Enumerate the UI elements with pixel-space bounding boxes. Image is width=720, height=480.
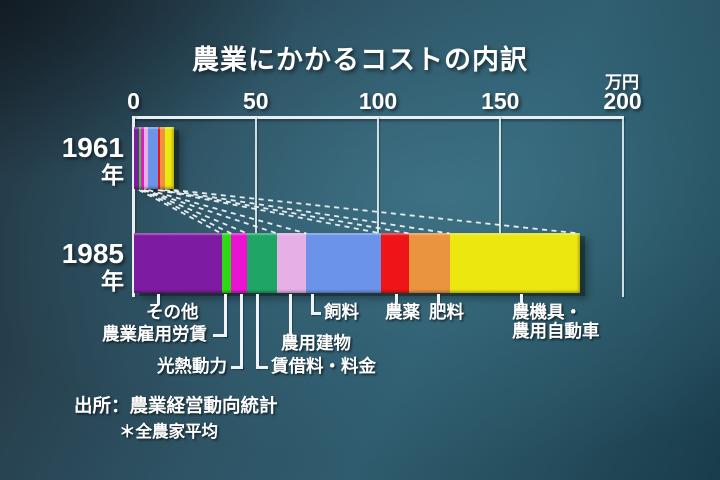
- bar-1985年: [133, 233, 580, 293]
- axis-tick-0: 0: [127, 88, 140, 114]
- label-other: その他: [146, 302, 199, 322]
- gridline-150: [499, 116, 502, 233]
- label-machinery: 農機具・ 農用自動車: [512, 303, 600, 341]
- leader-agrochemicals: [395, 294, 398, 305]
- leader-hired-labor: [224, 294, 227, 337]
- label-rent-fees: 賃借料・料金: [271, 356, 376, 376]
- bar-1961年: [133, 127, 174, 189]
- bar-segment-1961年-飼料: [148, 127, 158, 189]
- label-fertilizer: 肥料: [429, 302, 464, 322]
- gridline-50: [254, 116, 257, 233]
- label-feed: 飼料: [324, 302, 359, 322]
- connector-line-農業雇用労賃: [140, 189, 232, 235]
- bar-segment-1985年-光熱動力: [231, 233, 248, 293]
- connector-line-光熱動力: [143, 189, 248, 235]
- bar-segment-1961年-農用建物: [144, 127, 149, 189]
- bar-segment-1985年-農業雇用労賃: [221, 233, 232, 293]
- source-note: ＊全農家平均: [119, 423, 218, 441]
- label-machinery-line2: 農用自動車: [512, 321, 600, 341]
- leader-other: [157, 294, 160, 305]
- bar-segment-1961年-農機具・農用自動車: [164, 127, 174, 189]
- connector-line-農薬: [160, 189, 410, 235]
- leader-farm-buildings: [289, 294, 292, 336]
- leader-machinery: [520, 294, 523, 305]
- label-hired-labor: 農業雇用労賃: [102, 324, 207, 344]
- gridline-200: [621, 116, 624, 297]
- year-1985-suffix: 年: [101, 268, 124, 294]
- axis-tick-200: 200: [603, 88, 642, 114]
- label-utilities: 光熱動力: [157, 356, 227, 376]
- axis-tick-50: 50: [242, 88, 269, 114]
- bar-segment-1985年-賃借料・料金: [247, 233, 278, 293]
- year-1985-number: 1985: [61, 238, 124, 269]
- year-1961-suffix: 年: [101, 162, 124, 188]
- leader-feed-h: [311, 312, 321, 315]
- label-farm-buildings: 農用建物: [281, 333, 351, 353]
- leader-fertilizer: [437, 294, 440, 305]
- year-1961-number: 1961: [61, 132, 124, 163]
- bar-segment-1985年-飼料: [306, 233, 382, 293]
- bar-segment-1985年-肥料: [409, 233, 450, 293]
- leader-hired-labor-h: [213, 334, 227, 337]
- chart-title: 農業にかかるコストの内訳: [192, 45, 528, 75]
- connector-line-肥料: [164, 189, 450, 235]
- bar-segment-1985年-農薬: [381, 233, 410, 293]
- bar-segment-1985年-その他: [133, 233, 222, 293]
- bar-segment-1961年-賃借料・料金: [143, 127, 145, 189]
- gridline-100: [377, 116, 379, 233]
- source-text: 出所：農業経営動向統計: [74, 395, 278, 416]
- leader-feed: [311, 294, 314, 315]
- leader-utilities-h: [231, 366, 243, 369]
- year-label-1985: 1985 年: [38, 240, 124, 293]
- connector-line-その他: [138, 189, 222, 235]
- connector-line-賃借料・料金: [144, 189, 278, 235]
- bar-segment-1961年-農薬: [157, 127, 161, 189]
- leader-rent-fees: [256, 294, 259, 369]
- bar-segment-1961年-光熱動力: [141, 127, 144, 189]
- leader-rent-fees-h: [256, 366, 268, 369]
- axis-zero-line: [132, 116, 135, 297]
- label-machinery-line1: 農機具・: [512, 302, 582, 322]
- connector-line-農用建物: [148, 189, 307, 235]
- connector-line-飼料: [157, 189, 382, 235]
- bar-segment-1985年-農用建物: [277, 233, 307, 293]
- bar-segment-1961年-肥料: [160, 127, 165, 189]
- label-agrochemicals: 農薬: [385, 302, 420, 322]
- leader-utilities: [240, 294, 243, 369]
- bar-segment-1985年-農機具・農用自動車: [449, 233, 580, 293]
- axis-tick-150: 150: [481, 88, 520, 114]
- axis-unit-label: 万円: [605, 73, 639, 92]
- bar-segment-1961年-農業雇用労賃: [138, 127, 142, 189]
- year-label-1961: 1961 年: [38, 134, 124, 187]
- bar-segment-1961年-その他: [133, 127, 139, 189]
- axis-tick-100: 100: [358, 88, 398, 114]
